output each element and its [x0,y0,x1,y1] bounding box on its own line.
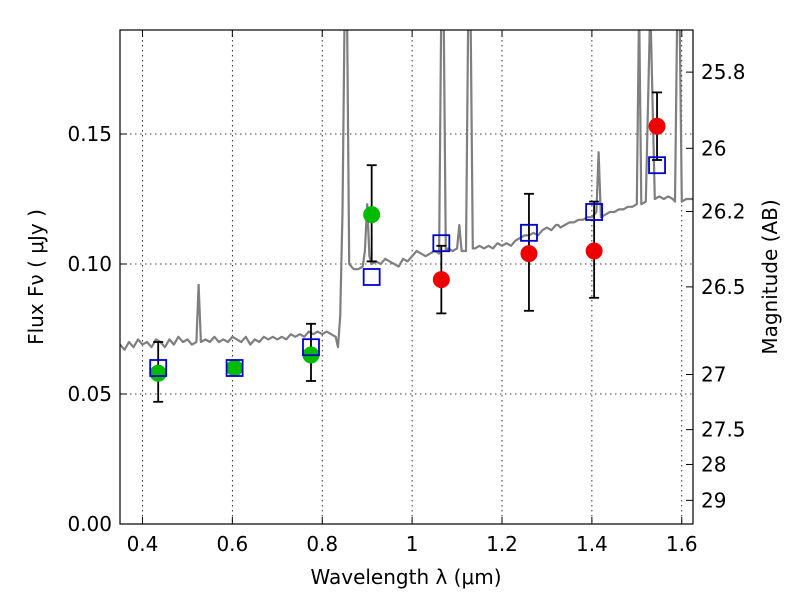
data-point-square [520,223,538,242]
ticks: 0.4 0.6 0.8 1 1.2 1.4 1.6 0.00 0.05 0.10 0.15 25.8 2… [67,30,746,556]
y-tick-label: 0.15 [67,122,112,146]
data-point-square [585,203,604,221]
x-axis-label: Wavelength λ (μm) [310,565,501,589]
x-tick-label: 1 [406,532,419,556]
data-point-square [362,268,381,286]
data-point-circle [363,206,381,224]
x-tick-label: 0.4 [127,532,159,556]
data-point-circle [149,364,167,382]
axes-frame [119,29,694,525]
x-tick-label: 0.6 [216,532,248,556]
y2-tick-label: 26.5 [701,275,746,299]
model-spectrum-line [120,30,693,351]
x-tick-label: 0.8 [306,532,338,556]
data-point-circle [520,245,538,263]
y2-tick-label: 27.5 [701,418,746,442]
y2-tick-label: 26 [701,136,726,160]
y2-tick-label: 29 [701,488,726,512]
data-point-square [225,359,244,377]
data-point-square [149,359,168,377]
data-point-circle [226,359,244,377]
data-point-circle [432,271,450,289]
grid [120,30,693,525]
y2-tick-label: 27 [701,363,726,387]
y-tick-label: 0.10 [67,252,112,276]
y2-axis-label: Magnitude (AB) [758,199,782,354]
plot-area [120,30,693,403]
y-tick-label: 0.00 [67,512,112,536]
x-tick-label: 1.6 [666,532,698,556]
data-point-circle [585,242,603,260]
data-point-square [432,234,451,253]
y-axis-label: Flux Fν ( μJy ) [24,209,48,345]
data-point-square [648,156,666,175]
y2-tick-label: 26.2 [701,199,746,223]
data-point-square [302,338,320,357]
y2-tick-label: 28 [701,452,726,476]
y-tick-label: 0.05 [67,382,112,406]
x-tick-label: 1.4 [576,532,608,556]
x-tick-label: 1.2 [486,532,518,556]
y2-tick-label: 25.8 [701,60,746,84]
data-point-circle [648,117,666,135]
